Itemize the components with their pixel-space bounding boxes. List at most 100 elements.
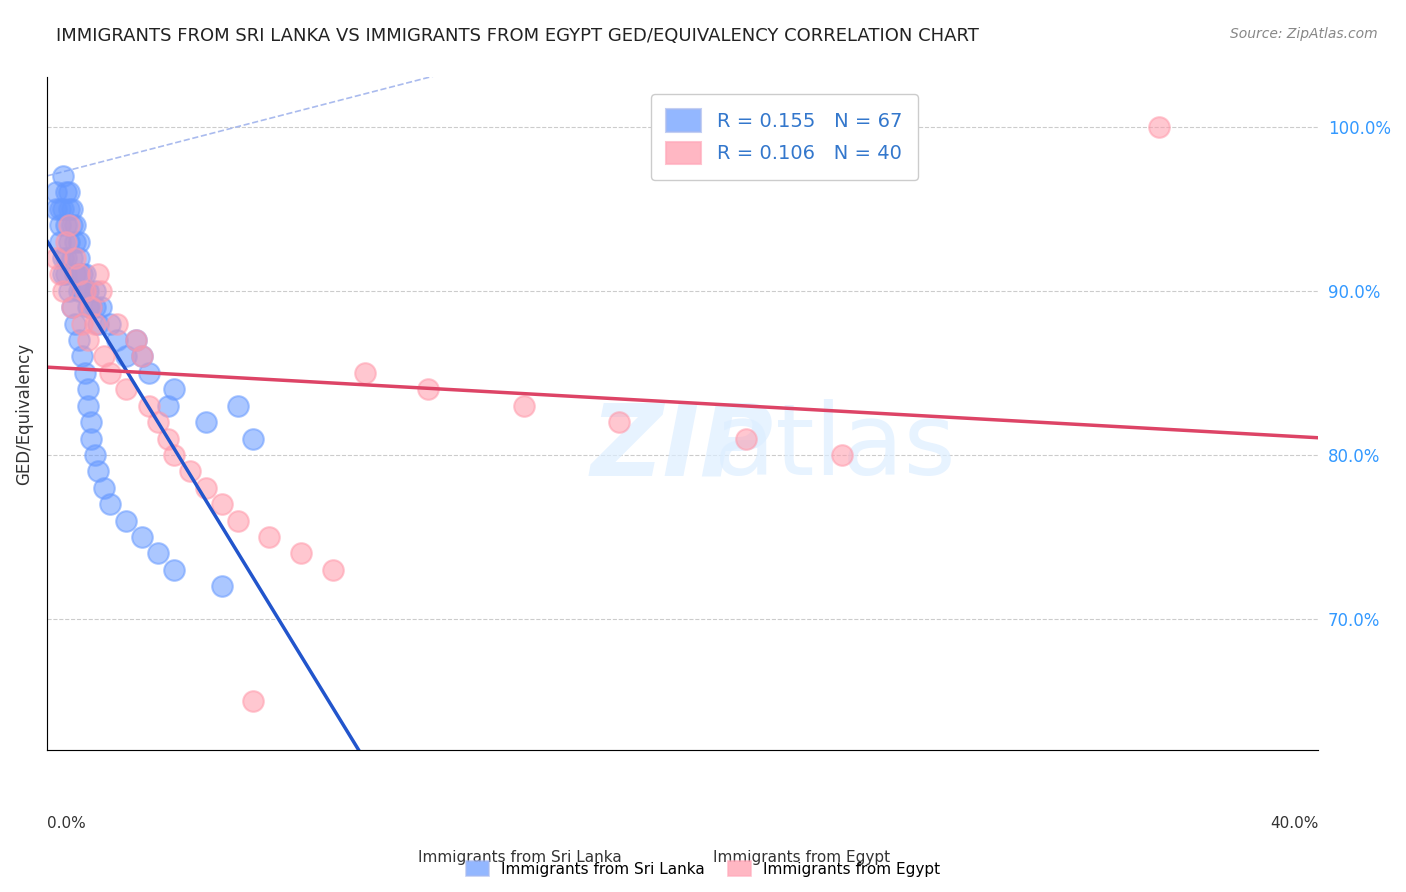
Point — [60, 218, 83, 232]
Point — [211, 579, 233, 593]
Point — [211, 497, 233, 511]
Point — [131, 530, 153, 544]
Point — [65, 235, 87, 249]
Point — [55, 186, 77, 200]
Point — [87, 317, 110, 331]
Point — [194, 415, 217, 429]
Point — [607, 415, 630, 429]
Text: ZIP: ZIP — [591, 399, 775, 496]
Point — [52, 202, 75, 216]
Point — [242, 432, 264, 446]
Point — [163, 448, 186, 462]
Point — [55, 235, 77, 249]
Point — [1149, 120, 1171, 134]
Point — [65, 218, 87, 232]
Text: 0.0%: 0.0% — [46, 816, 86, 831]
Point — [226, 514, 249, 528]
Point — [70, 350, 93, 364]
Point — [52, 169, 75, 183]
Point — [90, 300, 112, 314]
Point — [115, 382, 138, 396]
Y-axis label: GED/Equivalency: GED/Equivalency — [15, 343, 32, 485]
Point — [131, 350, 153, 364]
Point — [55, 251, 77, 265]
Point — [65, 251, 87, 265]
Point — [73, 268, 96, 282]
Point — [77, 333, 100, 347]
Point — [77, 399, 100, 413]
Point — [353, 366, 375, 380]
Text: Immigrants from Egypt: Immigrants from Egypt — [713, 850, 890, 865]
Point — [100, 317, 122, 331]
Point — [70, 317, 93, 331]
Point — [77, 300, 100, 314]
Point — [87, 268, 110, 282]
Point — [146, 415, 169, 429]
Point — [512, 399, 534, 413]
Point — [163, 563, 186, 577]
Point — [100, 366, 122, 380]
Text: IMMIGRANTS FROM SRI LANKA VS IMMIGRANTS FROM EGYPT GED/EQUIVALENCY CORRELATION C: IMMIGRANTS FROM SRI LANKA VS IMMIGRANTS … — [56, 27, 979, 45]
Point — [58, 235, 80, 249]
Legend: Immigrants from Sri Lanka, Immigrants from Egypt: Immigrants from Sri Lanka, Immigrants fr… — [458, 853, 948, 884]
Point — [131, 350, 153, 364]
Point — [45, 202, 67, 216]
Point — [322, 563, 344, 577]
Point — [48, 202, 70, 216]
Point — [67, 268, 90, 282]
Point — [80, 415, 103, 429]
Point — [105, 333, 128, 347]
Point — [58, 218, 80, 232]
Point — [156, 399, 179, 413]
Point — [138, 399, 160, 413]
Point — [179, 464, 201, 478]
Point — [65, 317, 87, 331]
Point — [90, 284, 112, 298]
Point — [67, 235, 90, 249]
Point — [70, 268, 93, 282]
Point — [80, 300, 103, 314]
Point — [52, 284, 75, 298]
Text: Immigrants from Sri Lanka: Immigrants from Sri Lanka — [419, 850, 621, 865]
Point — [70, 284, 93, 298]
Point — [77, 284, 100, 298]
Point — [259, 530, 281, 544]
Point — [125, 333, 148, 347]
Text: atlas: atlas — [714, 399, 956, 496]
Point — [93, 481, 115, 495]
Point — [242, 694, 264, 708]
Point — [60, 202, 83, 216]
Point — [418, 382, 440, 396]
Point — [735, 432, 758, 446]
Point — [67, 284, 90, 298]
Point — [45, 186, 67, 200]
Point — [48, 218, 70, 232]
Point — [83, 284, 105, 298]
Text: Source: ZipAtlas.com: Source: ZipAtlas.com — [1230, 27, 1378, 41]
Point — [100, 497, 122, 511]
Point — [831, 448, 853, 462]
Point — [65, 268, 87, 282]
Point — [93, 350, 115, 364]
Point — [163, 382, 186, 396]
Point — [60, 300, 83, 314]
Point — [115, 514, 138, 528]
Point — [146, 546, 169, 560]
Point — [60, 251, 83, 265]
Point — [52, 251, 75, 265]
Legend: R = 0.155   N = 67, R = 0.106   N = 40: R = 0.155 N = 67, R = 0.106 N = 40 — [651, 94, 918, 179]
Point — [67, 251, 90, 265]
Point — [73, 284, 96, 298]
Point — [138, 366, 160, 380]
Point — [80, 432, 103, 446]
Point — [105, 317, 128, 331]
Point — [83, 300, 105, 314]
Point — [55, 218, 77, 232]
Point — [58, 186, 80, 200]
Point — [48, 235, 70, 249]
Point — [83, 448, 105, 462]
Point — [52, 268, 75, 282]
Text: 40.0%: 40.0% — [1270, 816, 1319, 831]
Point — [156, 432, 179, 446]
Point — [87, 464, 110, 478]
